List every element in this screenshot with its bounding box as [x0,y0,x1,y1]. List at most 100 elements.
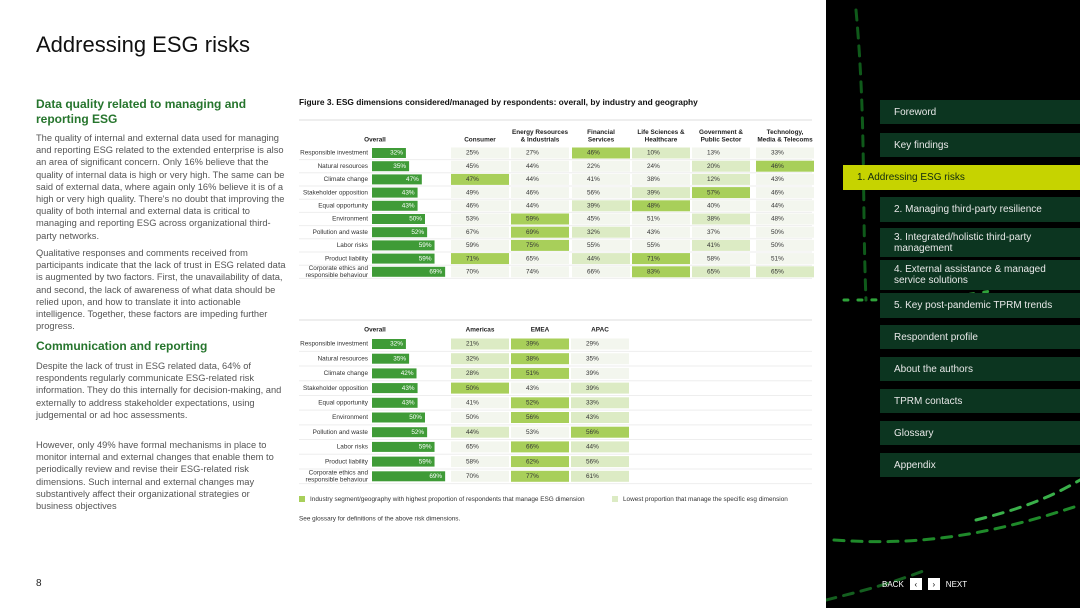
cell-value: 43% [586,414,599,421]
cell-value: 39% [587,202,600,209]
cell-value: 59% [466,242,479,249]
cell [692,160,750,172]
overall-value: 32% [390,341,403,348]
cell [632,200,690,212]
cell [451,226,509,238]
back-label[interactable]: BACK [882,579,904,589]
cell-value: 46% [526,189,539,196]
nav-item[interactable]: 1. Addressing ESG risks [843,165,1080,190]
cell [756,173,814,185]
nav-item[interactable]: Foreword [880,100,1080,124]
cell [572,173,630,185]
back-button[interactable]: ‹ [909,578,922,590]
next-label[interactable]: NEXT [945,579,968,589]
cell [571,382,629,394]
cell [511,441,569,453]
cell [451,266,509,278]
column-header: Overall [364,137,386,144]
nav-item[interactable]: TPRM contacts [880,389,1080,413]
cell-value: 57% [707,189,720,196]
cell-value: 44% [586,444,599,451]
overall-value: 43% [402,385,415,392]
overall-bar [372,456,435,467]
cell [511,382,569,394]
row-label: responsible behaviour [305,272,368,279]
cell-value: 25% [466,150,479,157]
cell-value: 65% [466,444,479,451]
nav-item[interactable]: Respondent profile [880,325,1080,349]
cell-value: 39% [526,341,539,348]
overall-bar [372,200,418,211]
figure-note: See glossary for definitions of the abov… [299,516,460,523]
cell [511,470,569,482]
cell-value: 46% [771,189,784,196]
row-label: Climate change [324,370,369,377]
row-label: Natural resources [318,355,368,362]
cell [632,173,690,185]
cell [511,253,569,265]
nav-item[interactable]: Key findings [880,133,1080,157]
cell-value: 20% [707,163,720,170]
page-number: 8 [36,578,42,589]
cell-value: 71% [466,255,479,262]
cell [451,412,509,423]
nav-item[interactable]: Glossary [880,421,1080,445]
nav-item[interactable]: 2. Managing third-party resilience [880,197,1080,222]
cell [572,266,630,278]
next-button[interactable]: › [927,578,940,590]
overall-value: 32% [390,150,403,157]
cell [692,213,750,225]
nav-item[interactable]: Appendix [880,453,1080,477]
cell [511,426,569,438]
cell-value: 37% [707,229,720,236]
overall-value: 35% [393,163,406,170]
cell-value: 48% [647,202,660,209]
cell-value: 71% [647,255,660,262]
cell-value: 59% [526,216,539,223]
legend-label: Industry segment/geography with highest … [310,496,585,503]
cell [571,412,629,423]
paragraph: Qualitative responses and comments recei… [36,248,286,332]
cell [756,253,814,265]
cell [692,147,750,159]
cell [756,266,814,278]
cell [451,353,509,365]
overall-bar [372,441,435,452]
cell [756,187,814,199]
cell-value: 38% [526,355,539,362]
cell [572,226,630,238]
cell-value: 22% [587,163,600,170]
nav-item[interactable]: 3. Integrated/holistic third-party manag… [880,228,1080,257]
row-label: Equal opportunity [318,399,369,406]
cell [451,173,509,185]
cell-value: 21% [466,341,479,348]
row-label: Stakeholder opposition [303,189,368,196]
overall-value: 59% [419,242,432,249]
cell-value: 77% [526,473,539,480]
cell-value: 38% [707,216,720,223]
cell-value: 46% [587,150,600,157]
cell [451,367,509,379]
cell [511,367,569,379]
nav-item[interactable]: 5. Key post-pandemic TPRM trends [880,293,1080,318]
cell-value: 51% [526,370,539,377]
overall-bar [372,412,425,423]
cell [632,253,690,265]
cell [632,266,690,278]
column-header: Financial [587,129,615,136]
nav-item[interactable]: About the authors [880,357,1080,381]
cell-value: 44% [771,202,784,209]
overall-bar [372,253,435,264]
column-header: Government & [699,129,743,136]
cell-value: 39% [586,370,599,377]
row-label: Responsible investment [300,341,368,348]
cell-value: 43% [526,385,539,392]
nav-item[interactable]: 4. External assistance & managed service… [880,260,1080,290]
overall-value: 59% [419,444,432,451]
cell [451,338,509,350]
cell [451,470,509,482]
cell-value: 65% [771,268,784,275]
cell [572,187,630,199]
cell-value: 32% [466,355,479,362]
